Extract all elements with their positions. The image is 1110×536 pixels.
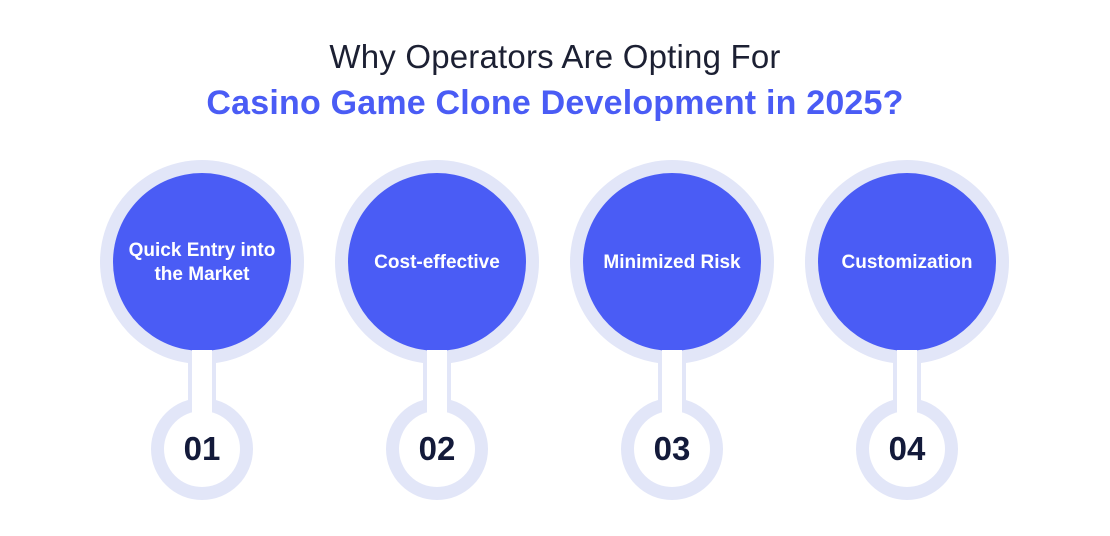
feature-label-1: Quick Entry into the Market xyxy=(128,240,276,285)
feature-number-2: 02 xyxy=(418,430,456,467)
number-circle-4 xyxy=(869,411,945,487)
feature-label-3: Minimized Risk xyxy=(603,252,741,273)
title-line-2: Casino Game Clone Development in 2025? xyxy=(206,84,904,122)
number-circle-1 xyxy=(164,411,240,487)
feature-frame-3 xyxy=(570,160,774,500)
feature-frame-2 xyxy=(335,160,539,500)
feature-item-2: Cost-effective 02 xyxy=(335,160,539,500)
number-circle-2 xyxy=(399,411,475,487)
feature-label-2: Cost-effective xyxy=(374,252,500,273)
title-line-1: Why Operators Are Opting For xyxy=(329,38,781,75)
feature-circle-1 xyxy=(113,173,291,351)
feature-label-4: Customization xyxy=(841,252,973,273)
feature-circle-2 xyxy=(348,173,526,351)
feature-frame-4 xyxy=(805,160,1009,500)
feature-item-3: Minimized Risk 03 xyxy=(570,160,774,500)
feature-number-1: 01 xyxy=(183,430,221,467)
feature-circle-3 xyxy=(583,173,761,351)
feature-number-4: 04 xyxy=(888,430,926,467)
feature-frame-1 xyxy=(100,160,304,500)
feature-item-4: Customization 04 xyxy=(805,160,1009,500)
feature-item-1: Quick Entry into the Market 01 xyxy=(100,160,304,500)
number-circle-3 xyxy=(634,411,710,487)
feature-number-3: 03 xyxy=(653,430,691,467)
feature-circle-4 xyxy=(818,173,996,351)
